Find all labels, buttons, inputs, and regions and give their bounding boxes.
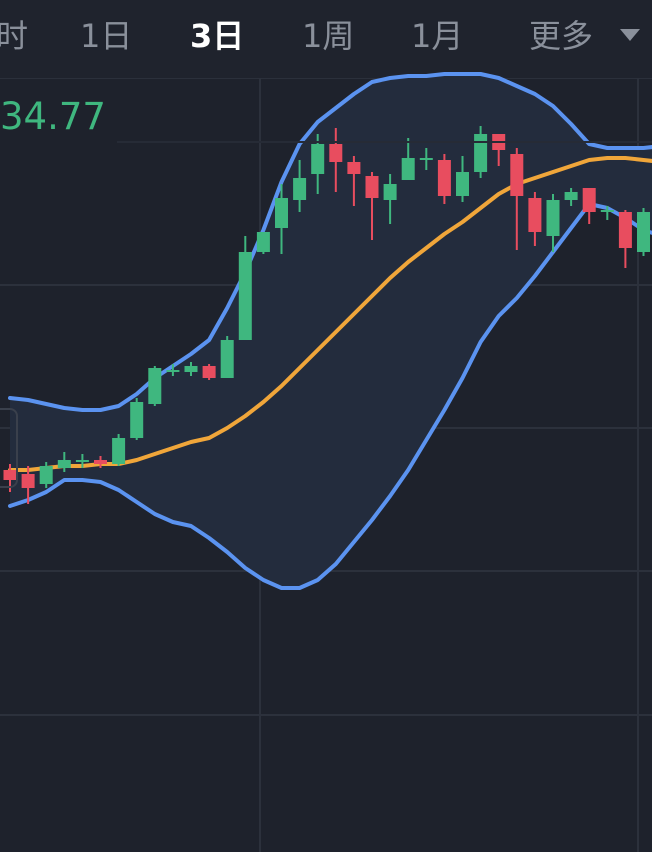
candle-body bbox=[618, 212, 632, 248]
tab-1-week[interactable]: 1周 bbox=[302, 17, 355, 55]
candle-body bbox=[528, 198, 542, 232]
candle-body bbox=[39, 466, 53, 484]
candle-body bbox=[256, 232, 270, 252]
candle-body bbox=[21, 474, 35, 488]
candle-body bbox=[166, 370, 180, 372]
candle-body bbox=[220, 340, 234, 378]
candle-body bbox=[365, 176, 379, 198]
bollinger-upper-line bbox=[8, 72, 652, 412]
bollinger-band-fill bbox=[10, 74, 652, 588]
candle-body bbox=[75, 460, 89, 462]
candle-body bbox=[130, 402, 144, 438]
tab-1-month[interactable]: 1月 bbox=[411, 17, 464, 55]
side-panel-handle[interactable] bbox=[0, 408, 18, 488]
candle-body bbox=[347, 162, 361, 174]
tab-more[interactable]: 更多 bbox=[529, 17, 594, 55]
tab-3-day[interactable]: 3日 bbox=[190, 17, 245, 55]
candle-body bbox=[329, 144, 343, 162]
triangle-down-icon[interactable] bbox=[620, 29, 640, 41]
tab-1-day[interactable]: 1日 bbox=[80, 17, 133, 55]
candle-body bbox=[94, 460, 107, 464]
candle-body bbox=[510, 154, 524, 196]
candle-body bbox=[401, 158, 415, 180]
candle-body bbox=[184, 366, 198, 372]
candle-body bbox=[546, 200, 560, 236]
candle-body bbox=[600, 210, 614, 212]
candle-body bbox=[148, 368, 162, 404]
candle-body bbox=[437, 160, 451, 196]
current-price-label: 34.77 bbox=[0, 95, 106, 138]
tab-hour[interactable]: 时 bbox=[0, 17, 29, 55]
candle-body bbox=[456, 172, 469, 196]
candle-body bbox=[112, 438, 126, 464]
period-tab-bar: 时 1日 3日 1周 1月 更多 bbox=[0, 0, 652, 79]
candle-body bbox=[637, 212, 650, 252]
candle-body bbox=[238, 252, 252, 340]
candle-body bbox=[3, 470, 17, 480]
candle-body bbox=[383, 184, 397, 200]
candle-body bbox=[582, 188, 596, 212]
candle-body bbox=[474, 134, 488, 172]
candle-body bbox=[275, 198, 288, 228]
candle-body bbox=[419, 158, 433, 160]
price-divider bbox=[117, 141, 652, 143]
candle-body bbox=[311, 144, 325, 174]
candle-body bbox=[564, 192, 578, 200]
candle-body bbox=[293, 178, 307, 200]
candle-body bbox=[202, 366, 216, 378]
candle-body bbox=[57, 460, 71, 468]
